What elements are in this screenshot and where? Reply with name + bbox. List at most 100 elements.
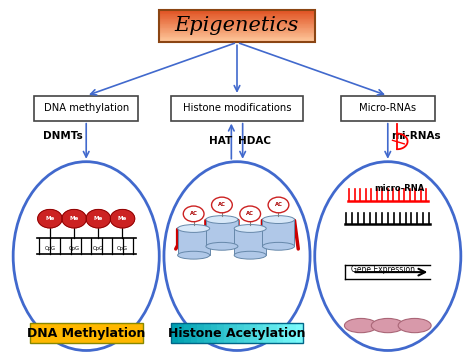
Ellipse shape xyxy=(345,318,377,333)
Ellipse shape xyxy=(263,242,294,250)
Bar xyxy=(191,323,197,343)
Ellipse shape xyxy=(263,216,294,224)
Circle shape xyxy=(37,209,62,228)
Text: Epigenetics: Epigenetics xyxy=(175,17,299,36)
Bar xyxy=(171,323,178,343)
Text: HAT: HAT xyxy=(209,136,232,146)
Text: AC: AC xyxy=(218,202,226,208)
Bar xyxy=(159,13,315,14)
Text: Me: Me xyxy=(94,216,103,221)
Bar xyxy=(159,35,315,36)
Ellipse shape xyxy=(178,251,210,259)
Bar xyxy=(159,10,315,42)
Bar xyxy=(257,323,264,343)
Bar xyxy=(159,15,315,16)
Text: HDAC: HDAC xyxy=(238,136,272,146)
Bar xyxy=(178,228,210,255)
Bar xyxy=(277,323,283,343)
Bar xyxy=(171,96,303,121)
Bar xyxy=(178,323,184,343)
Bar xyxy=(159,22,315,23)
Bar xyxy=(159,34,315,35)
Text: CpG: CpG xyxy=(93,246,104,251)
Text: Me: Me xyxy=(70,216,79,221)
Bar xyxy=(159,37,315,38)
Circle shape xyxy=(211,197,232,213)
Ellipse shape xyxy=(398,318,431,333)
Bar xyxy=(159,38,315,39)
Bar xyxy=(159,10,315,11)
Text: AC: AC xyxy=(246,211,254,216)
Ellipse shape xyxy=(178,225,210,232)
Text: DNMTs: DNMTs xyxy=(43,131,82,141)
Ellipse shape xyxy=(234,251,266,259)
Text: mi-RNAs: mi-RNAs xyxy=(391,131,441,141)
Ellipse shape xyxy=(234,225,266,232)
Bar xyxy=(263,220,294,246)
Bar xyxy=(204,323,210,343)
Bar xyxy=(210,323,217,343)
Bar xyxy=(159,18,315,19)
Bar xyxy=(206,220,238,246)
Bar xyxy=(30,323,143,343)
Bar xyxy=(250,323,257,343)
Bar xyxy=(159,40,315,41)
Circle shape xyxy=(240,206,261,222)
Text: Micro-RNAs: Micro-RNAs xyxy=(359,103,416,113)
Circle shape xyxy=(62,209,86,228)
Text: CpG: CpG xyxy=(45,246,55,251)
Text: Me: Me xyxy=(46,216,55,221)
Ellipse shape xyxy=(13,162,159,350)
Bar xyxy=(159,33,315,34)
Bar xyxy=(159,32,315,33)
Bar xyxy=(197,323,204,343)
Bar xyxy=(244,323,250,343)
Text: DNA Methylation: DNA Methylation xyxy=(27,327,146,340)
Text: Histone modifications: Histone modifications xyxy=(183,103,291,113)
Bar xyxy=(35,96,138,121)
Bar xyxy=(159,23,315,24)
Bar xyxy=(159,19,315,20)
Bar xyxy=(159,16,315,17)
Circle shape xyxy=(183,206,204,222)
Bar xyxy=(341,96,435,121)
Bar xyxy=(159,28,315,29)
Circle shape xyxy=(110,209,135,228)
Bar xyxy=(171,323,303,343)
Text: CpG: CpG xyxy=(69,246,80,251)
Bar xyxy=(159,20,315,21)
Ellipse shape xyxy=(315,162,461,350)
Text: CpG: CpG xyxy=(117,246,128,251)
Bar xyxy=(159,26,315,27)
Bar xyxy=(159,36,315,37)
Circle shape xyxy=(268,197,289,213)
Bar xyxy=(283,323,290,343)
Ellipse shape xyxy=(206,242,238,250)
Ellipse shape xyxy=(371,318,404,333)
Bar xyxy=(290,323,296,343)
Bar xyxy=(159,39,315,40)
Bar xyxy=(224,323,230,343)
Bar xyxy=(264,323,270,343)
Bar xyxy=(159,17,315,18)
Bar xyxy=(159,11,315,12)
Circle shape xyxy=(86,209,110,228)
Text: Me: Me xyxy=(118,216,127,221)
Bar xyxy=(159,29,315,30)
Bar xyxy=(159,24,315,25)
Bar xyxy=(159,12,315,13)
Bar xyxy=(159,14,315,15)
Bar xyxy=(159,27,315,28)
Bar xyxy=(230,323,237,343)
Text: AC: AC xyxy=(274,202,283,208)
Bar xyxy=(270,323,277,343)
Text: Gene Expression: Gene Expression xyxy=(351,265,415,274)
Bar xyxy=(159,31,315,32)
Text: AC: AC xyxy=(190,211,198,216)
Text: DNA methylation: DNA methylation xyxy=(44,103,129,113)
Bar xyxy=(184,323,191,343)
Bar xyxy=(234,228,266,255)
Text: micro-RNA: micro-RNA xyxy=(374,184,425,193)
Bar xyxy=(296,323,303,343)
Bar xyxy=(237,323,244,343)
